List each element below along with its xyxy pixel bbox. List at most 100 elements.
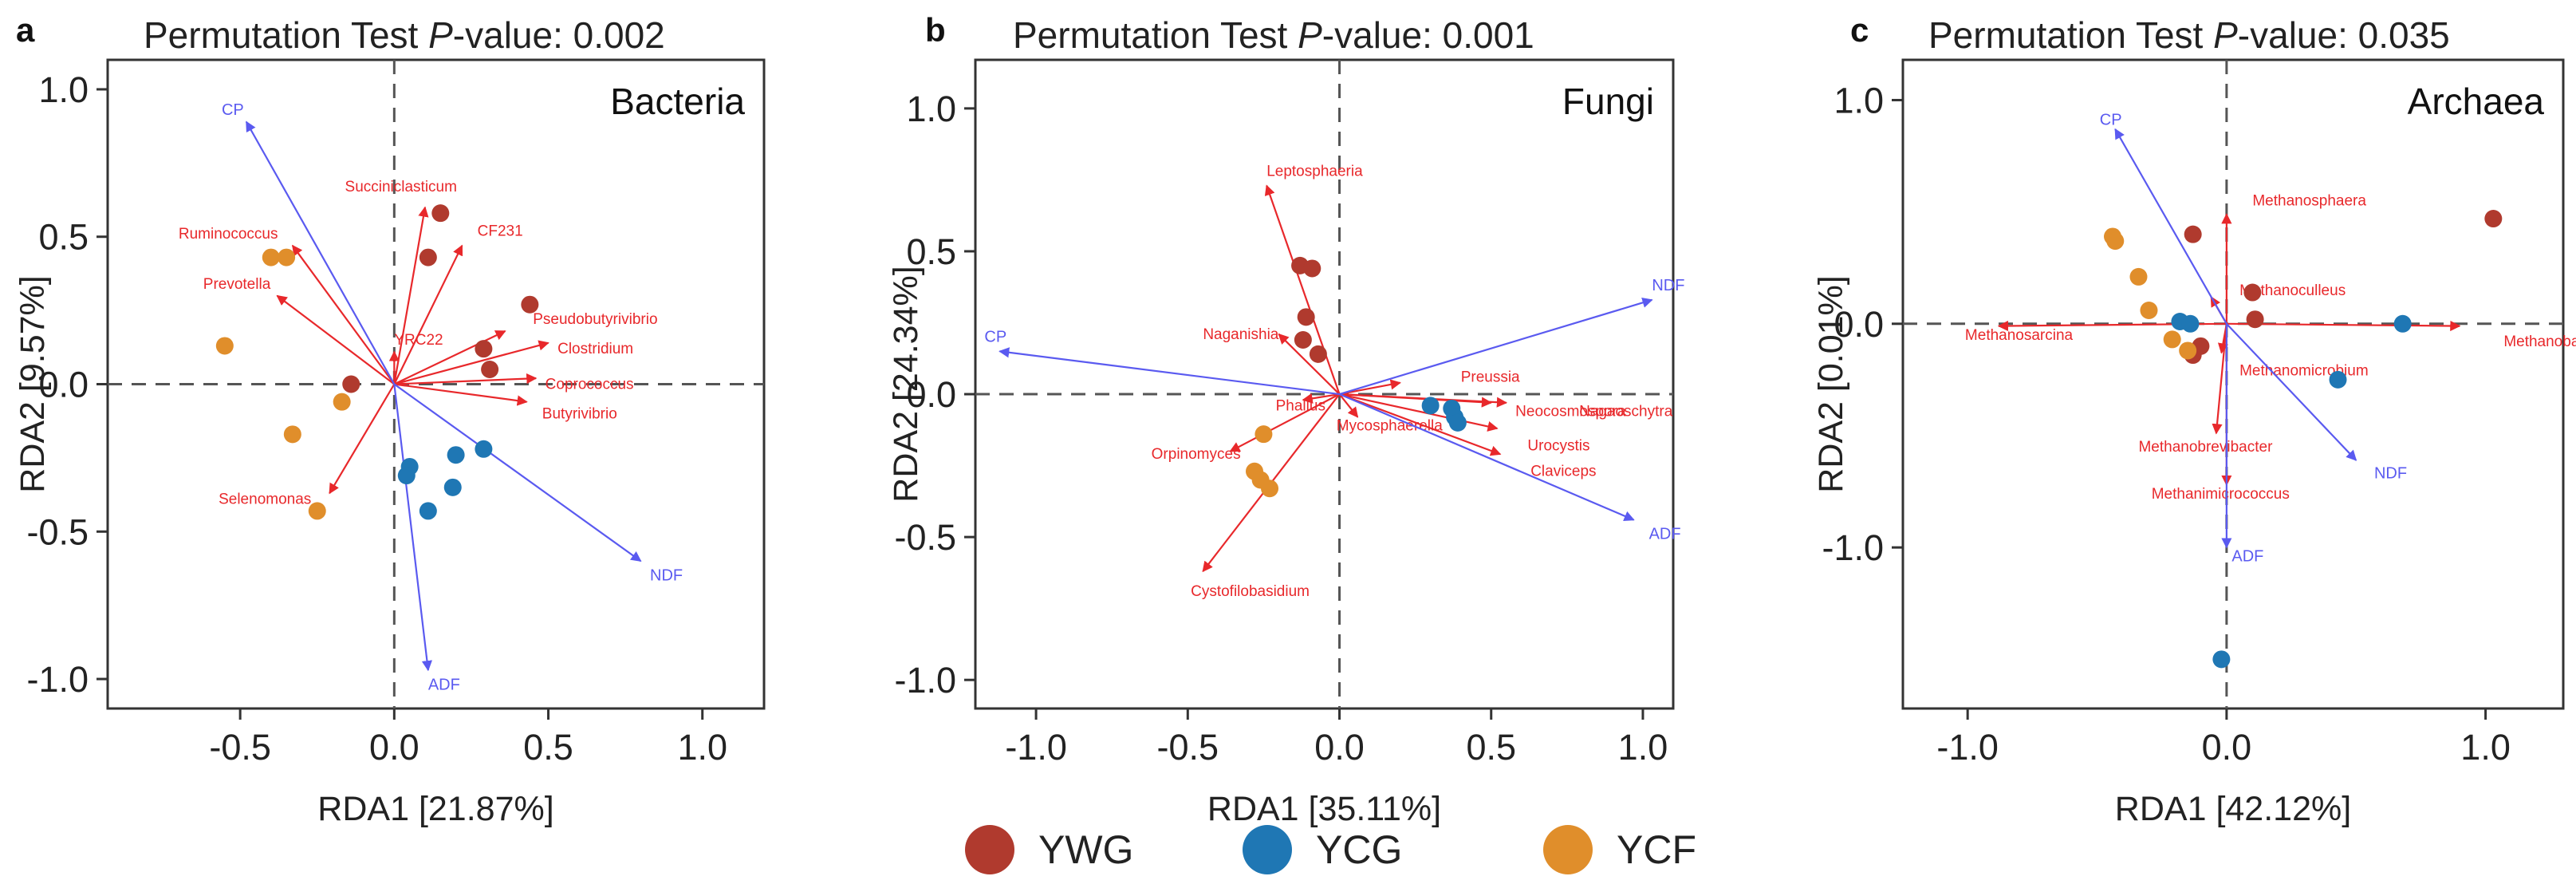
panel-b-species-arrow <box>1302 393 1340 404</box>
panel-a-species-arrow-label: Prevotella <box>203 276 271 293</box>
panel-a-point-ywg <box>342 375 360 393</box>
panel-b-y-axis-label: RDA2 [24.34%] <box>887 266 925 502</box>
panel-b-species-arrow-label: Nagaoschytra <box>1579 404 1673 420</box>
panel-c-point-ycf <box>2129 267 2148 286</box>
panel-b-y-tick-label: 1.0 <box>906 89 956 129</box>
panel-c-x-axis-label: RDA1 [42.12%] <box>2115 790 2351 828</box>
panel-a-species-arrow <box>393 244 463 385</box>
panel-a-species-arrow-label: Selenomonas <box>219 491 311 508</box>
panel-a-species-arrow <box>393 206 429 385</box>
panel-a-point-ycf <box>333 393 351 411</box>
panel-c-x-tick-label: 0.0 <box>2202 727 2252 768</box>
panel-a-x-tick-label: -0.5 <box>209 727 271 768</box>
panel-b-env-arrow-label: ADF <box>1649 526 1681 543</box>
panel-b-species-arrow-label: Claviceps <box>1530 464 1596 480</box>
panel-c-point-ycf <box>2106 232 2125 251</box>
panel-b-species-arrow <box>1338 393 1359 418</box>
panel-a-x-tick-label: 1.0 <box>677 727 727 768</box>
panel-b-species-arrow-label: Cystofilobasidium <box>1191 583 1310 600</box>
panel-b-species-arrow <box>1339 393 1508 408</box>
panel-a-species-arrow <box>394 383 528 406</box>
panel-b-point-ywg <box>1297 308 1315 326</box>
panel-c-point-ywg <box>2484 210 2503 228</box>
panel-c-env-arrow-label: ADF <box>2231 547 2263 565</box>
panel-a-point-ycf <box>308 502 326 520</box>
panel-a-species-arrow <box>393 330 506 385</box>
legend-label-ywg: YWG <box>1038 827 1134 872</box>
panel-a-x-tick-label: 0.0 <box>369 727 419 768</box>
panel-a-title: Permutation Test P-value: 0.002 <box>144 14 665 56</box>
panel-c-species-arrow-label: Methanosphaera <box>2252 193 2366 210</box>
panel-a-species-arrow <box>291 244 396 385</box>
panel-a-point-ycg <box>443 478 462 496</box>
panel-a-species-arrow-label: Ruminococcus <box>179 226 278 243</box>
panel-c-species-arrow-label: Methanimicrococcus <box>2152 486 2290 503</box>
panel-b-env-arrow <box>998 347 1340 396</box>
panel-b-y-tick-label: -1.0 <box>894 660 956 701</box>
panel-c-x-tick-label: -1.0 <box>1936 727 1999 768</box>
panel-b-species-arrow-label: Neocosmospora <box>1515 404 1626 420</box>
panel-a-y-tick-label: 0.5 <box>38 217 89 258</box>
panel-c-point-ycg <box>2393 314 2412 333</box>
panel-a-species-arrow <box>394 340 549 385</box>
panel-a-y-tick-label: -0.5 <box>26 511 89 552</box>
panel-c-x-tick-label: 1.0 <box>2460 727 2511 768</box>
panel-a-point-ywg <box>431 204 450 223</box>
panel-b-species-arrow <box>1339 379 1401 396</box>
panel-c-env-arrow <box>2226 323 2357 461</box>
panel-a-x-axis-label: RDA1 [21.87%] <box>317 790 553 828</box>
panel-a-point-ycg <box>475 440 493 458</box>
panel-c-point-ycg <box>2212 650 2231 669</box>
panel-b-point-ycg <box>1448 413 1467 432</box>
panel-a-species-arrow-label: Clostridium <box>557 341 633 357</box>
panel-a-point-ycg <box>397 467 416 485</box>
panel-c-env-arrow-label: NDF <box>2374 465 2407 483</box>
panel-a-species-arrow-label: Pseudobutyrivibrio <box>533 311 657 328</box>
panel-b-species-arrow-label: Orpinomyces <box>1152 446 1241 463</box>
panel-a-point-ycf <box>262 248 280 266</box>
panel-c-point-ywg <box>2246 310 2264 329</box>
panel-b-point-ywg <box>1309 345 1327 363</box>
panel-a-species-arrow <box>276 294 396 385</box>
panel-a-species-arrow <box>394 373 538 385</box>
panel-c-point-ycf <box>2140 301 2158 319</box>
panel-a-letter: a <box>16 11 35 49</box>
panel-a-env-arrow <box>245 120 396 385</box>
panel-c-species-arrow-label: Methanosarcina <box>1965 327 2074 344</box>
panel-a-group-label: Bacteria <box>610 81 745 122</box>
panel-c-plot-frame <box>1901 58 2565 710</box>
panel-b-x-tick-label: 0.5 <box>1466 727 1516 768</box>
panel-c-point-ywg <box>2184 225 2202 243</box>
panel-a-point-ycf <box>278 248 296 266</box>
panel-a-species-arrow-label: YRC22 <box>394 332 443 349</box>
legend-item-ywg: YWG <box>965 822 1133 878</box>
panel-a-env-arrow <box>393 384 432 672</box>
panel-c-letter: c <box>1850 11 1869 49</box>
panel-b-y-tick-label: -0.5 <box>894 517 956 558</box>
panel-b-env-arrow-label: CP <box>984 328 1006 345</box>
panel-a-point-ywg <box>475 340 493 358</box>
panel-c-y-tick-label: -1.0 <box>1822 527 1884 568</box>
panel-b-species-arrow-label: Urocystis <box>1527 438 1589 455</box>
panel-b-species-arrow-label: Naganishia <box>1203 326 1278 343</box>
panel-b-env-arrow-label: NDF <box>1652 277 1684 294</box>
panel-b-species-arrow-label: Preussia <box>1461 369 1520 386</box>
panel-c-species-arrow-label: Methanoculleus <box>2239 282 2346 299</box>
panel-b-x-tick-label: -1.0 <box>1005 727 1067 768</box>
panel-b-x-tick-label: 0.0 <box>1314 727 1365 768</box>
panel-c-species-arrow-label: Methanobrevibacter <box>2138 439 2273 456</box>
panel-b-point-ywg <box>1294 330 1312 349</box>
panel-b-point-ycf <box>1261 480 1279 498</box>
panel-b-species-arrow-label: Phallus <box>1276 397 1325 414</box>
panel-b-y-tick-label: 0.0 <box>906 374 956 415</box>
legend: YWG YCG YCF <box>965 815 1731 887</box>
panel-b-point-ywg <box>1303 259 1321 278</box>
panel-b-point-ycg <box>1421 397 1440 415</box>
panel-a-point-ywg <box>521 295 539 314</box>
legend-marker-ywg <box>965 825 1014 874</box>
panel-b-species-arrow-label: Leptosphaeria <box>1266 164 1363 180</box>
panel-a-env-arrow-label: ADF <box>428 676 460 693</box>
panel-c-point-ycf <box>2179 341 2197 360</box>
panel-c-species-arrow <box>2212 323 2227 435</box>
